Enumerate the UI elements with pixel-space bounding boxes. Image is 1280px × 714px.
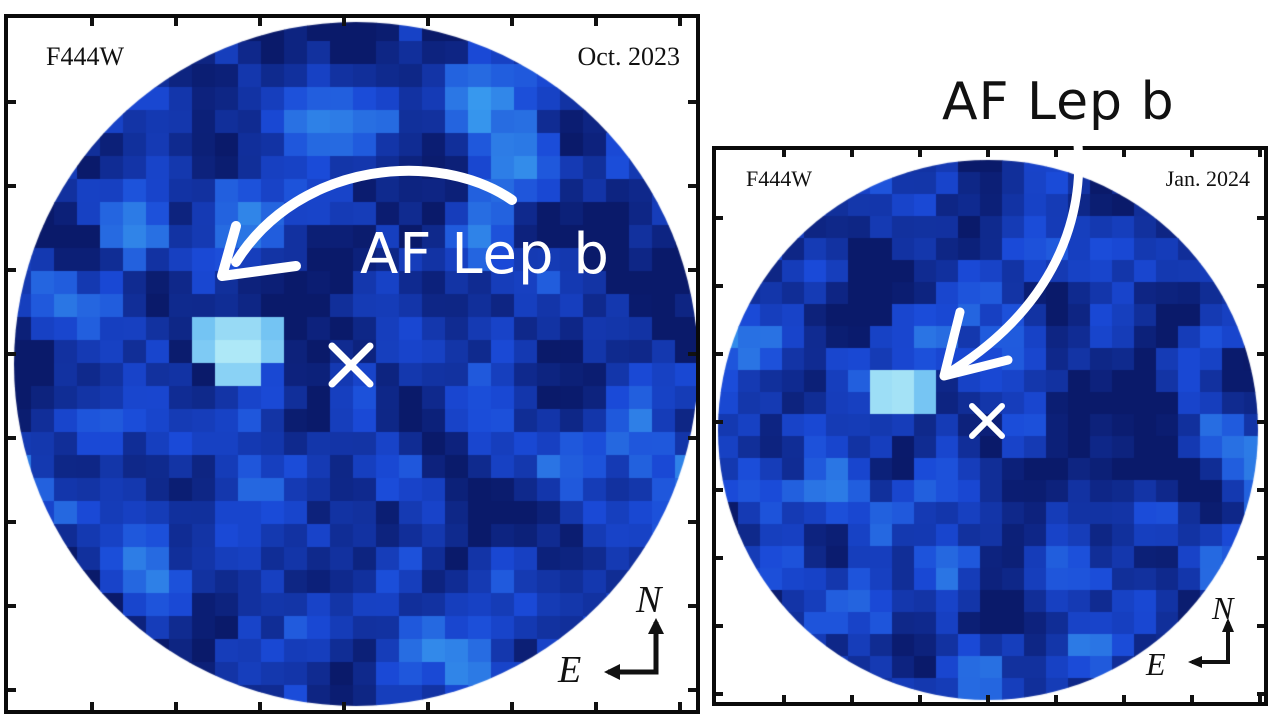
date-label: Oct. 2023 — [577, 42, 680, 71]
image-panel-jan-2024: F444W Jan. 2024 N E — [712, 146, 1268, 706]
north-label: N — [1212, 590, 1234, 626]
filter-label: F444W — [746, 166, 812, 191]
date-label: Jan. 2024 — [1165, 166, 1250, 191]
filter-label: F444W — [46, 42, 124, 71]
east-label: E — [558, 649, 582, 691]
planet-callout-right: AF Lep b — [942, 72, 1175, 132]
pixel-map-oct-2023 — [8, 18, 696, 710]
pixel-map-jan-2024 — [716, 150, 1264, 702]
north-label: N — [636, 579, 662, 621]
planet-callout-left: AF Lep b — [360, 222, 610, 287]
image-panel-oct-2023: F444W Oct. 2023 N E — [4, 14, 700, 714]
east-label: E — [1146, 646, 1166, 682]
